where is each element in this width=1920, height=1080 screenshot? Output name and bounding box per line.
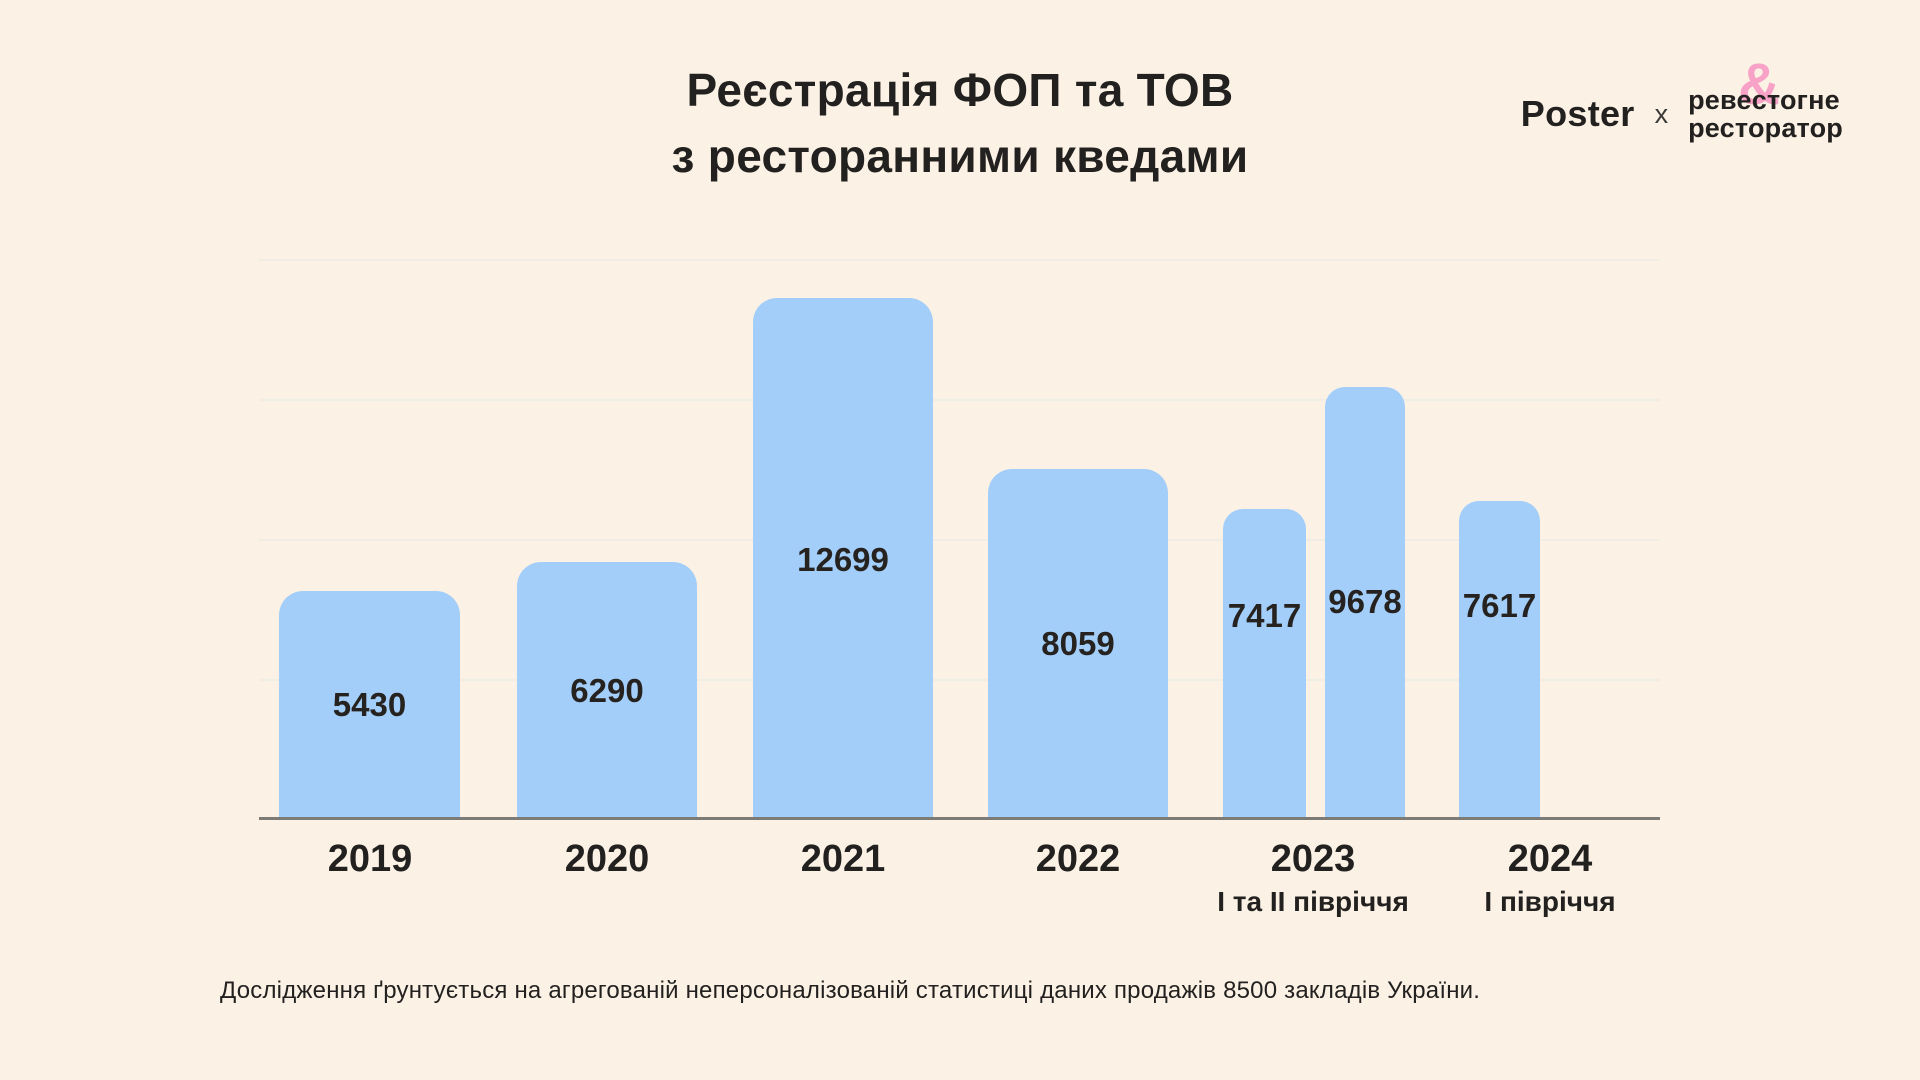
x-axis-year: 2020 [564,838,650,880]
bar [753,298,933,819]
bar [988,469,1168,819]
gridline [259,259,1660,261]
brand-line1: реве & стогне [1688,56,1843,115]
bar [1325,387,1405,819]
bar [517,562,697,819]
x-axis-label: 2020 [565,839,650,879]
x-axis-label: 2019 [328,839,413,879]
gridline [259,539,1660,541]
poster-logo: Poster [1520,93,1635,134]
logo-lockup: Poster x реве & стогне ресторатор [1520,56,1843,144]
brand-logo: реве & стогне ресторатор [1688,56,1843,143]
x-axis-label: 2022 [1036,839,1121,879]
ampersand-icon: & [1738,52,1781,117]
x-axis-year: 2022 [1035,838,1121,880]
bar-value-label: 7417 [1227,597,1302,634]
brand-line2: ресторатор [1688,113,1843,143]
bar [279,591,460,819]
x-axis-label: 2023 І та ІІ півріччя [1217,839,1409,919]
x-axis-year: 2023 [1270,838,1356,880]
brand-word-stohne: стогне [1751,85,1840,115]
bar-value-label: 7617 [1462,587,1537,624]
bar-value-label: 8059 [1041,625,1115,662]
x-axis-label: 2021 [801,839,886,879]
bar-value-label: 5430 [332,686,407,723]
chart-title-line1: Реєстрація ФОП та ТОВ [686,64,1234,116]
bar-value-label: 9678 [1328,583,1402,620]
x-axis-year: 2024 [1507,838,1593,880]
x-axis-year: 2019 [327,838,413,880]
bar [1459,501,1540,819]
logo-x-separator: x [1654,98,1669,129]
chart-title-line2: з ресторанними кведами [671,130,1249,182]
footnote: Дослідження ґрунтується на агрегованій н… [220,977,1481,1004]
chart-title: Реєстрація ФОП та ТОВ з ресторанними кве… [260,57,1660,189]
x-axis-sublabel: І півріччя [1484,886,1616,917]
bar-value-label: 12699 [797,541,889,578]
gridline [259,679,1660,681]
gridline [259,399,1660,401]
x-axis-line [259,817,1660,820]
bar [1223,509,1306,819]
bar-value-label: 6290 [570,672,644,709]
x-axis-sublabel: І та ІІ півріччя [1217,886,1409,917]
brand-word-reve: реве [1688,85,1752,115]
x-axis-year: 2021 [800,838,886,880]
x-axis-label: 2024 І півріччя [1484,839,1615,919]
